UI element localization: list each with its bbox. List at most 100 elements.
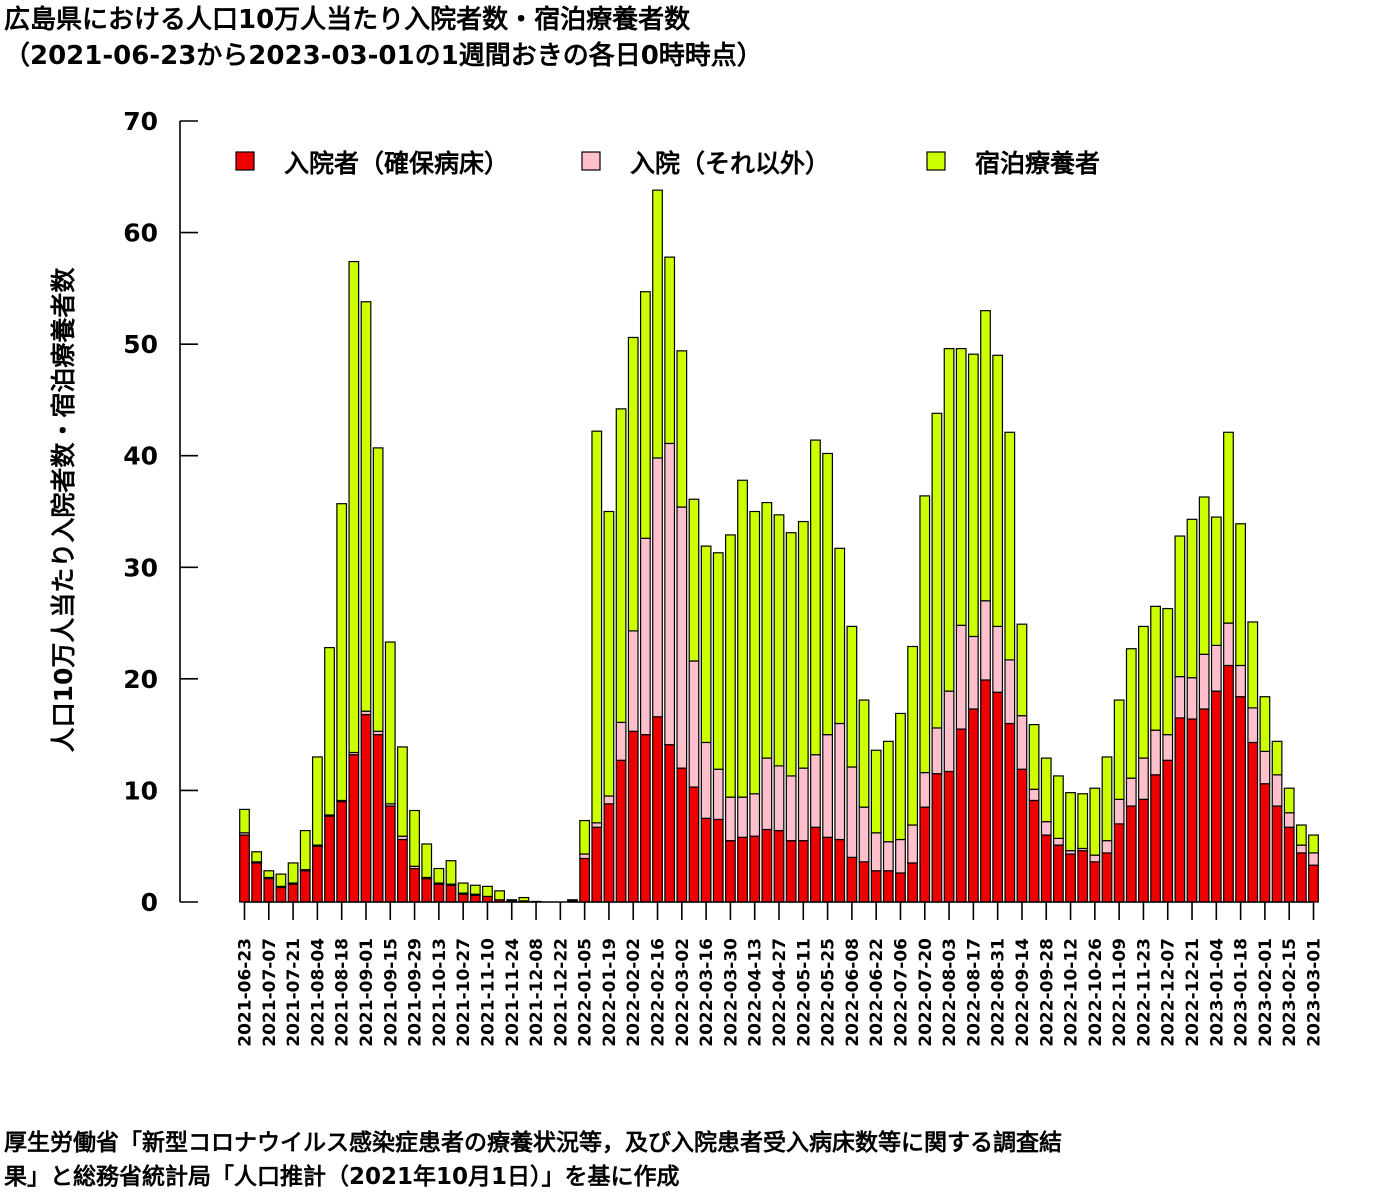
- bar-segment-hospital: [1235, 696, 1247, 903]
- bar-segment-hospital: [1295, 852, 1307, 903]
- chart-title: 広島県における人口10万人当たり入院者数・宿泊療養者数: [4, 5, 691, 35]
- x-tick-label: 2022-02-16: [649, 938, 669, 1047]
- bar-segment-hotel: [1186, 518, 1198, 679]
- bar-segment-hospital-other: [1174, 676, 1186, 719]
- bar-segment-hotel: [907, 645, 919, 826]
- legend-label: 入院者（確保病床）: [284, 149, 509, 178]
- bar-segment-hotel: [895, 712, 906, 841]
- bar-segment-hospital-other: [1223, 622, 1234, 667]
- y-tick-label: 0: [141, 888, 158, 917]
- bar-segment-hospital: [1065, 853, 1076, 903]
- bar-segment-hotel: [810, 439, 821, 756]
- x-tick-label: 2021-11-10: [478, 938, 498, 1047]
- bar-segment-hospital-other: [943, 690, 955, 773]
- bar-segment-hotel: [469, 884, 481, 895]
- bar-segment-hospital: [737, 836, 748, 903]
- bar-segment-hospital: [797, 840, 809, 903]
- bar-segment-hotel: [239, 808, 250, 834]
- bar-segment-hotel: [567, 899, 578, 902]
- bar-segment-hotel: [1198, 496, 1210, 655]
- y-tick-label: 20: [123, 665, 158, 694]
- x-tick-label: 2023-01-18: [1232, 938, 1252, 1047]
- bar-segment-hotel: [943, 348, 955, 692]
- x-tick-label: 2022-02-02: [624, 938, 644, 1047]
- bar-segment-hospital-other: [1295, 844, 1307, 854]
- x-axis: 2021-06-23 2021-07-07 2021-07-21 2021-08-04…: [236, 901, 1325, 1047]
- bar-segment-hotel: [992, 354, 1004, 628]
- bar-segment-hospital-other: [1271, 774, 1283, 807]
- x-tick-label: 2021-11-24: [503, 938, 523, 1047]
- bar-segment-hospital: [336, 800, 348, 903]
- bar-segment-hospital: [251, 862, 263, 903]
- bar-segment-hotel: [676, 350, 688, 508]
- bar-segment-hospital-other: [725, 796, 736, 842]
- x-tick-label: 2022-04-27: [770, 938, 790, 1047]
- bar-segment-hotel: [1004, 431, 1016, 661]
- bar-segment-hospital: [1101, 852, 1113, 903]
- bar-segment-hotel: [251, 851, 263, 863]
- bar-segment-hotel: [615, 408, 627, 723]
- bar-segment-hospital: [324, 815, 335, 903]
- bar-segment-hospital-other: [1052, 837, 1064, 846]
- bar-segment-hotel: [518, 896, 530, 902]
- bar-segment-hospital: [870, 870, 882, 903]
- x-tick-label: 2021-09-29: [406, 938, 426, 1047]
- bar-segment-hospital-other: [712, 768, 724, 821]
- bar-segment-hospital-other: [737, 796, 748, 838]
- bar-segment-hotel: [348, 260, 360, 754]
- bar-segment-hotel: [737, 479, 748, 798]
- x-tick-label: 2022-08-31: [989, 938, 1009, 1047]
- bar-segment-hospital: [882, 870, 894, 903]
- bar-segment-hospital: [712, 818, 724, 903]
- bar-segment-hospital: [1028, 799, 1040, 903]
- bar-segment-hotel: [700, 545, 712, 744]
- bar-segment-hospital-other: [1016, 715, 1028, 770]
- x-tick-label: 2022-07-06: [891, 938, 911, 1047]
- bar-segment-hospital-other: [846, 766, 858, 858]
- bar-segment-hotel: [506, 899, 518, 902]
- bar-segment-hospital: [834, 838, 846, 903]
- bar-segment-hospital-other: [1162, 734, 1174, 761]
- bar-segment-hospital: [688, 786, 700, 903]
- x-tick-label: 2022-12-21: [1183, 938, 1203, 1047]
- bar-segment-hospital: [1077, 850, 1089, 903]
- bar-segment-hospital: [397, 838, 408, 903]
- bar-segment-hotel: [287, 862, 299, 884]
- x-tick-label: 2022-09-14: [1013, 938, 1033, 1047]
- bar-segment-hospital: [421, 877, 433, 903]
- bar-segment-hospital: [1016, 768, 1028, 903]
- bar-segment-hotel: [664, 256, 676, 445]
- x-tick-label: 2021-09-01: [357, 938, 377, 1047]
- bar-segment-hotel: [445, 860, 457, 885]
- bar-segment-hospital: [980, 679, 991, 903]
- bar-segment-hotel: [494, 890, 505, 901]
- bar-segment-hospital: [761, 828, 773, 903]
- bar-segment-hospital: [287, 883, 299, 903]
- bar-segment-hospital: [810, 826, 821, 903]
- bar-segment-hospital: [943, 770, 955, 903]
- bar-segment-hospital-other: [1089, 854, 1101, 863]
- bar-segment-hospital-other: [1101, 840, 1113, 854]
- x-tick-label: 2021-08-18: [333, 938, 353, 1047]
- bar-segment-hospital: [652, 716, 663, 903]
- bar-segment-hotel: [1223, 431, 1234, 624]
- bar-segment-hospital-other: [615, 721, 627, 761]
- bar-segment-hotel: [1065, 792, 1076, 852]
- x-tick-label: 2021-06-23: [236, 938, 256, 1047]
- bar-segment-hotel: [1162, 607, 1174, 736]
- legend: 入院者（確保病床） 入院（それ以外） 宿泊療養者: [235, 149, 1100, 178]
- bar-segment-hospital-other: [676, 506, 688, 769]
- bar-segment-hotel: [919, 495, 931, 774]
- bar-segment-hospital-other: [1210, 644, 1222, 692]
- bar-segment-hospital-other: [967, 635, 979, 710]
- bar-segment-hospital: [360, 713, 372, 903]
- bar-segment-hospital: [773, 829, 785, 903]
- y-tick-label: 30: [123, 553, 158, 582]
- bar-segment-hospital-other: [810, 754, 821, 828]
- bar-segment-hospital: [1150, 774, 1161, 903]
- bar-segment-hospital: [955, 728, 967, 903]
- bar-segment-hospital: [591, 826, 603, 903]
- x-tick-label: 2021-10-13: [430, 938, 450, 1047]
- bar-segment-hospital: [785, 840, 797, 903]
- bar-segment-hotel: [980, 310, 991, 602]
